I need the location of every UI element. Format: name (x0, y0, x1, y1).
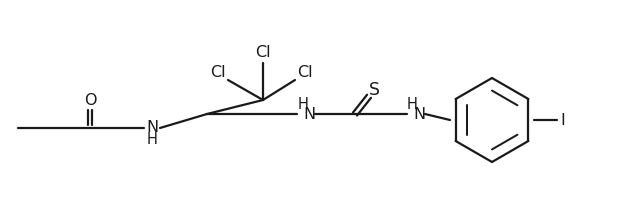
Text: Cl: Cl (255, 44, 271, 59)
Text: Cl: Cl (297, 64, 313, 79)
Text: N: N (146, 119, 158, 134)
Text: O: O (84, 92, 96, 108)
Text: Cl: Cl (210, 64, 226, 79)
Text: N: N (303, 106, 315, 121)
Text: H: H (298, 97, 308, 112)
Text: H: H (147, 132, 157, 147)
Text: I: I (561, 112, 565, 128)
Text: H: H (406, 97, 417, 112)
Text: N: N (413, 106, 425, 121)
Text: S: S (369, 81, 380, 99)
